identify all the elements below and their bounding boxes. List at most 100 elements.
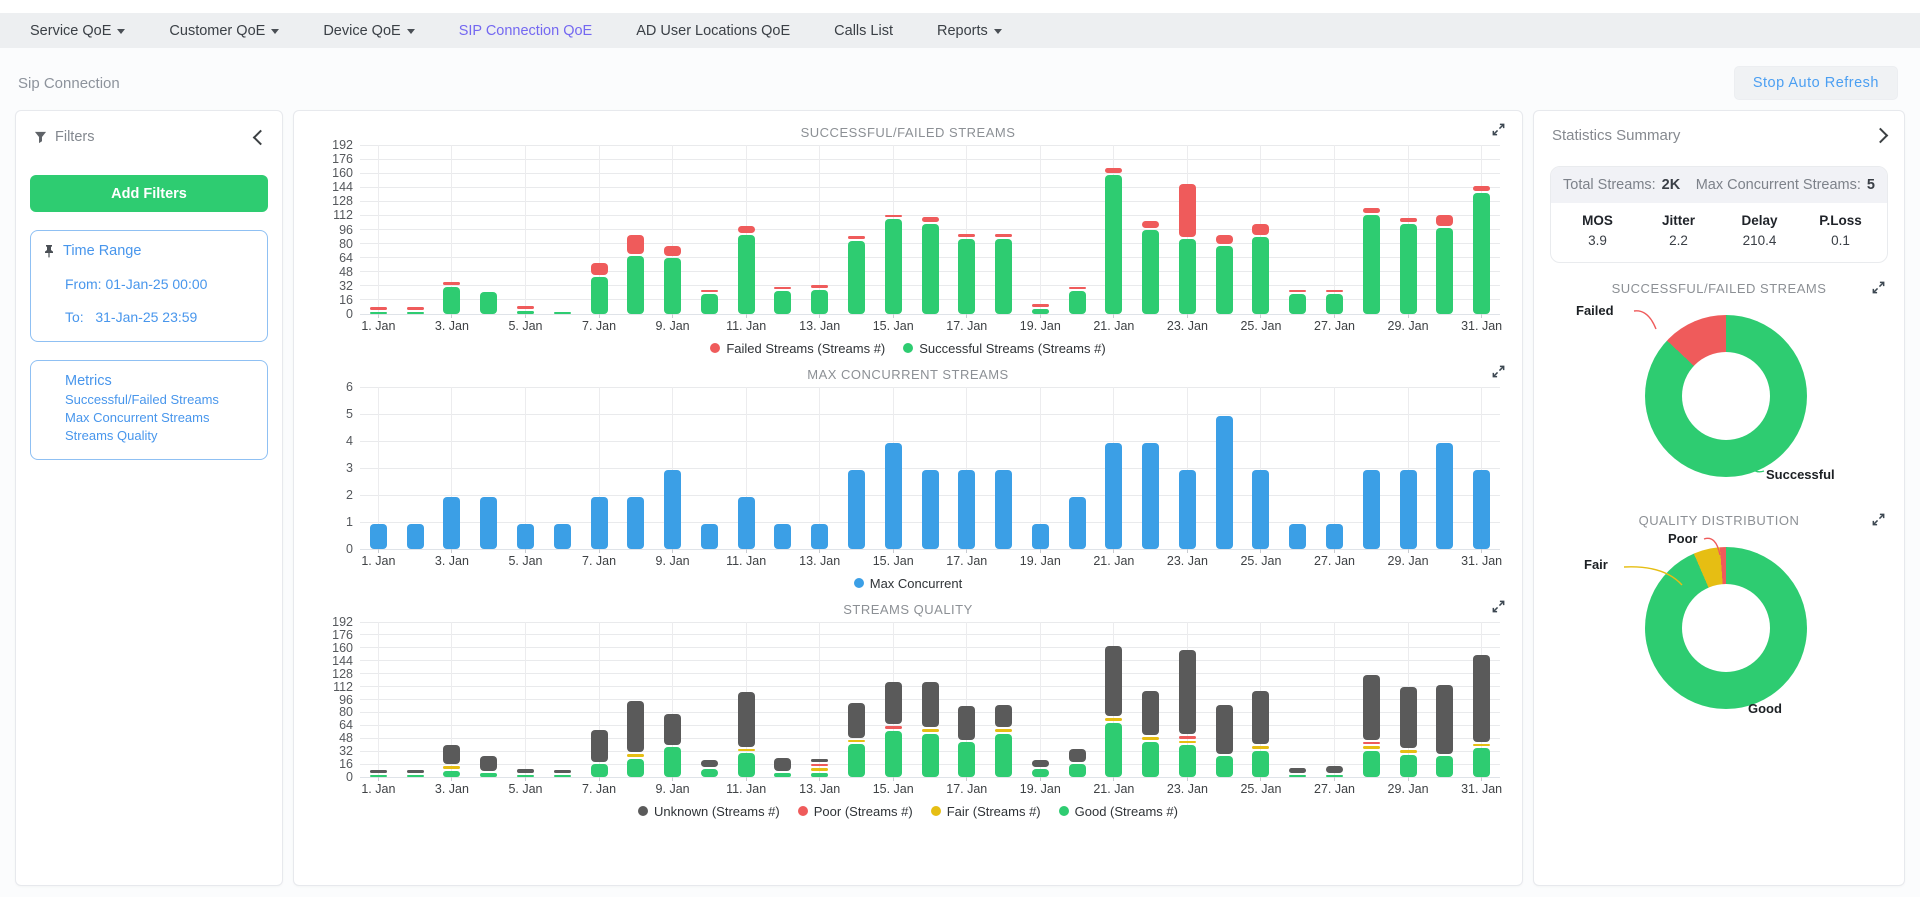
bar-segment (1105, 718, 1123, 721)
pie-label-successful: Successful (1766, 467, 1835, 482)
x-axis-tick-label: 21. Jan (1093, 782, 1135, 796)
nav-item-reports[interactable]: Reports (937, 23, 1002, 39)
bar-segment (516, 310, 534, 314)
legend-item[interactable]: Poor (Streams #) (797, 804, 913, 819)
x-axis-tick (892, 549, 894, 553)
bar-segment (811, 759, 829, 762)
x-axis-tick (1260, 549, 1262, 553)
bar-day-10 (700, 288, 718, 314)
bar-segment (369, 770, 387, 773)
bar-segment (590, 763, 608, 777)
bar-segment (1399, 754, 1417, 777)
bar-day-25 (1252, 468, 1270, 549)
bar-day-7 (590, 728, 608, 777)
bar-segment (664, 713, 682, 745)
expand-icon[interactable] (1491, 364, 1506, 379)
gridline (966, 145, 968, 314)
gridline (360, 440, 1500, 442)
gridline (377, 145, 379, 314)
gridline (1186, 387, 1188, 549)
bar-day-2 (406, 522, 424, 549)
y-axis-tick-label: 192 (332, 138, 353, 152)
bar-segment (811, 772, 829, 777)
gridline (819, 145, 821, 314)
bar-day-31 (1473, 653, 1491, 777)
bar-segment (774, 773, 792, 777)
legend-item[interactable]: Max Concurrent (853, 576, 962, 591)
x-axis-tick-label: 13. Jan (799, 319, 841, 333)
x-axis-tick (524, 314, 526, 318)
stop-auto-refresh-button[interactable]: Stop Auto Refresh (1733, 66, 1898, 100)
bar-segment (700, 524, 718, 549)
x-axis-tick-label: 9. Jan (655, 554, 690, 568)
bar-segment (443, 770, 461, 777)
collapse-stats-chevron-icon[interactable] (1872, 127, 1889, 144)
nav-item-customer-qoe[interactable]: Customer QoE (169, 23, 280, 39)
gridline (360, 386, 1500, 388)
bar-segment (590, 497, 608, 549)
x-axis-tick (1407, 777, 1409, 781)
legend-item[interactable]: Fair (Streams #) (930, 803, 1041, 819)
legend-label: Fair (Streams #) (946, 803, 1041, 819)
x-axis-tick (819, 314, 821, 318)
bar-day-3 (443, 495, 461, 549)
collapse-filters-chevron-icon[interactable] (252, 129, 269, 145)
gridline (672, 387, 674, 549)
pie-label-good: Good (1748, 701, 1782, 716)
nav-item-device-qoe[interactable]: Device QoE (323, 23, 415, 39)
legend-item[interactable]: Successful Streams (Streams #) (903, 341, 1106, 356)
legend-item[interactable]: Unknown (Streams #) (638, 804, 780, 819)
bar-segment (1399, 686, 1417, 749)
bar-segment (1399, 223, 1417, 314)
expand-icon[interactable] (1491, 122, 1506, 137)
bar-segment (700, 294, 718, 314)
x-axis-tick (524, 777, 526, 781)
bar-segment (590, 729, 608, 762)
gridline (360, 647, 1500, 649)
bar-segment (1142, 741, 1160, 777)
bar-day-19 (1031, 758, 1049, 777)
legend-item[interactable]: Good (Streams #) (1058, 804, 1178, 819)
bar-day-5 (516, 522, 534, 549)
bar-day-13 (811, 283, 829, 314)
gridline (360, 634, 1500, 636)
pie-connector-lines (1623, 537, 1747, 707)
bar-day-22 (1142, 441, 1160, 549)
expand-icon[interactable] (1871, 512, 1886, 527)
time-range-title: Time Range (63, 243, 142, 259)
expand-icon[interactable] (1871, 280, 1886, 295)
metrics-filter-card[interactable]: Metrics Successful/Failed Streams Max Co… (30, 360, 268, 460)
bar-day-18 (995, 468, 1013, 549)
filters-title: Filters (55, 129, 95, 145)
add-filters-button[interactable]: Add Filters (30, 175, 268, 212)
x-axis-tick (377, 777, 379, 781)
bar-segment (516, 774, 534, 777)
bar-day-21 (1105, 644, 1123, 777)
expand-icon[interactable] (1491, 599, 1506, 614)
x-axis-tick-label: 7. Jan (582, 782, 617, 796)
x-axis-tick-label: 25. Jan (1240, 782, 1282, 796)
nav-item-sip-connection-qoe[interactable]: SIP Connection QoE (459, 23, 593, 39)
bar-segment (774, 758, 792, 772)
gridline (598, 387, 600, 549)
nav-item-service-qoe[interactable]: Service QoE (30, 23, 126, 39)
bar-day-11 (737, 690, 755, 777)
legend-dot-icon (638, 806, 649, 816)
gridline (360, 214, 1500, 216)
x-axis-tick-label: 27. Jan (1314, 319, 1356, 333)
y-axis-tick-label: 32 (339, 744, 353, 759)
bar-segment (737, 226, 755, 234)
nav-item-ad-user-locations-qoe[interactable]: AD User Locations QoE (636, 23, 790, 39)
bar-segment (1068, 286, 1086, 290)
time-range-filter-card[interactable]: Time Range From: 01-Jan-25 00:00 To: 31-… (30, 230, 268, 342)
x-axis-tick-label: 19. Jan (1019, 554, 1061, 568)
legend-item[interactable]: Failed Streams (Streams #) (710, 341, 885, 356)
bar-day-14 (847, 234, 865, 314)
gridline (1481, 387, 1483, 549)
nav-item-calls-list[interactable]: Calls List (834, 23, 893, 39)
bar-segment (884, 726, 902, 729)
x-axis-tick-label: 1. Jan (361, 782, 396, 796)
y-axis-tick-label: 64 (339, 718, 353, 733)
gridline (966, 387, 968, 549)
bar-segment (1473, 185, 1491, 191)
